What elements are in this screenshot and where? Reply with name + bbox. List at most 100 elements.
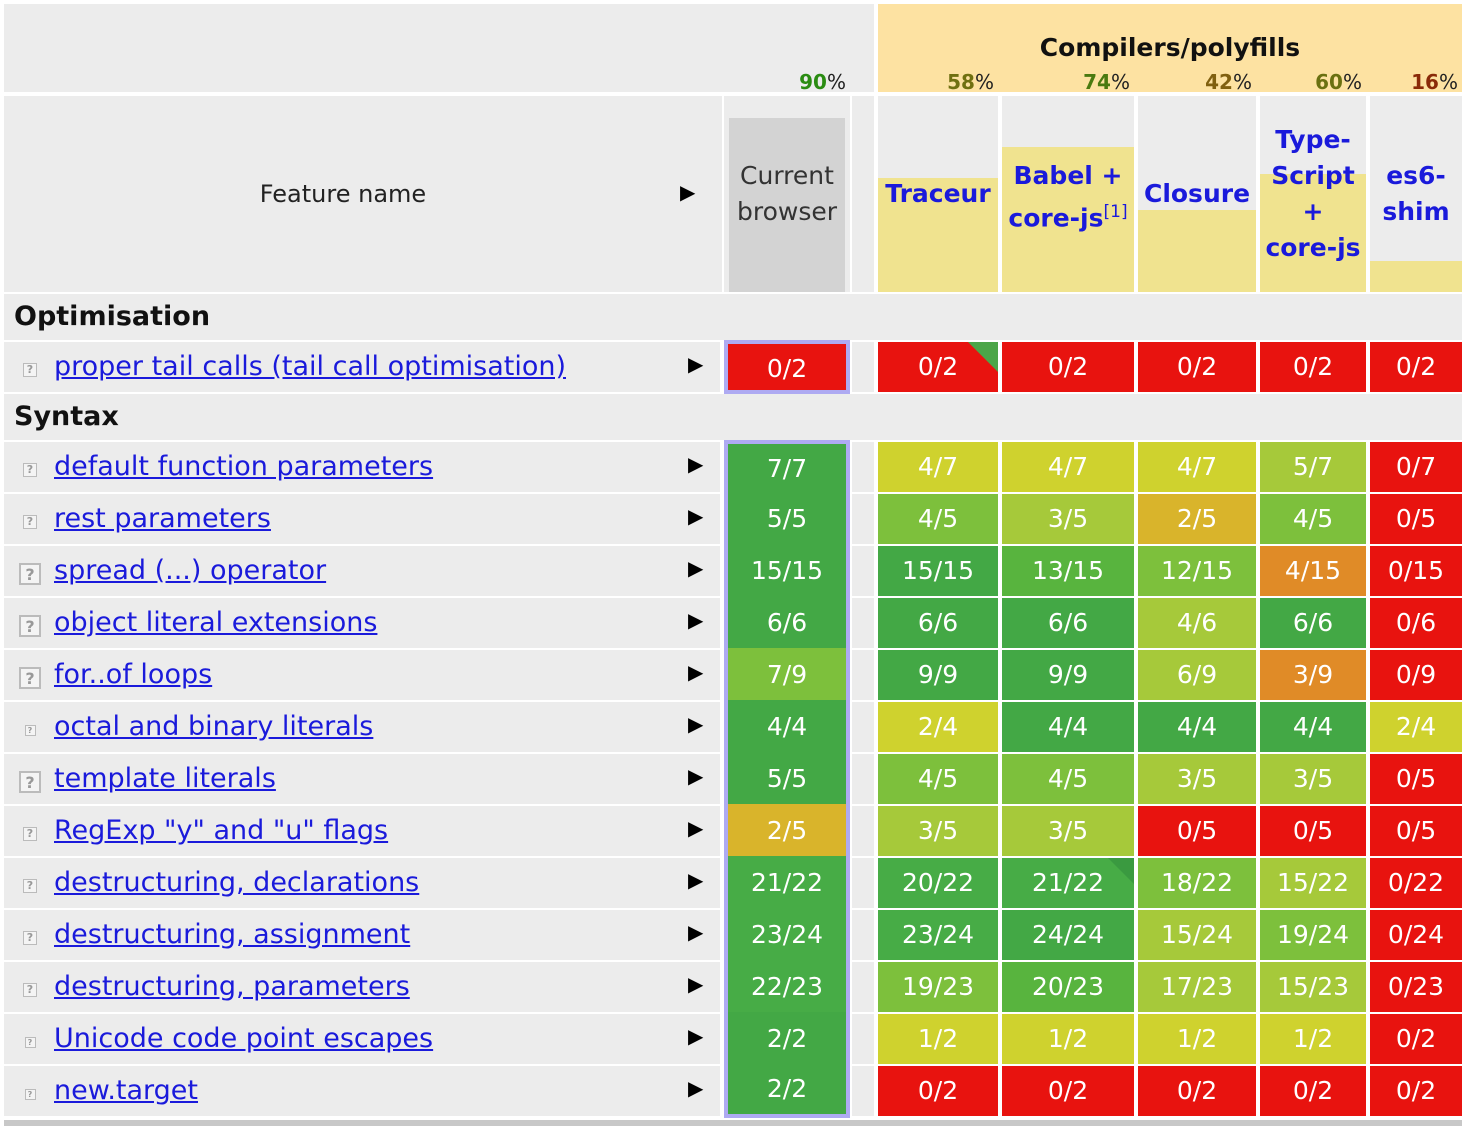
expand-row-arrow-icon[interactable]: ▶ <box>688 608 704 632</box>
closure-cell[interactable]: 6/9 <box>1138 650 1256 700</box>
babel-column-header[interactable]: Babel + core-js[1] <box>1002 96 1134 292</box>
traceur-cell[interactable]: 15/15 <box>878 546 998 596</box>
feature-link[interactable]: for..of loops <box>54 659 213 690</box>
babel-cell[interactable]: 4/5 <box>1002 754 1134 804</box>
expand-row-arrow-icon[interactable]: ▶ <box>688 504 704 528</box>
typescript-column-header[interactable]: Type- Script + core-js <box>1260 96 1366 292</box>
feature-link[interactable]: RegExp "y" and "u" flags <box>54 815 389 846</box>
traceur-cell[interactable]: 4/5 <box>878 494 998 544</box>
current-browser-cell[interactable]: 22/23 <box>724 960 850 1014</box>
table-row[interactable] <box>4 962 720 1012</box>
expand-row-arrow-icon[interactable]: ▶ <box>688 352 704 376</box>
es6shim-cell[interactable]: 0/15 <box>1370 546 1462 596</box>
current-browser-cell[interactable]: 7/7 <box>724 440 850 494</box>
traceur-cell[interactable]: 6/6 <box>878 598 998 648</box>
feature-link[interactable]: default function parameters <box>54 451 434 482</box>
typescript-cell[interactable]: 0/2 <box>1260 1066 1366 1116</box>
babel-name[interactable]: Babel + core-js[1] <box>1008 161 1128 233</box>
current-browser-cell[interactable]: 7/9 <box>724 648 850 702</box>
traceur-column-header[interactable]: Traceur <box>878 96 998 292</box>
help-icon[interactable]: ? <box>23 983 37 997</box>
closure-cell[interactable]: 0/2 <box>1138 1066 1256 1116</box>
es6shim-cell[interactable]: 0/24 <box>1370 910 1462 960</box>
traceur-cell[interactable]: 4/7 <box>878 442 998 492</box>
table-row[interactable] <box>4 650 720 700</box>
help-icon[interactable]: ? <box>24 1088 36 1100</box>
help-icon[interactable]: ? <box>23 463 37 477</box>
table-row[interactable] <box>4 806 720 856</box>
traceur-cell[interactable]: 0/2 <box>878 342 998 392</box>
feature-link[interactable]: new.target <box>54 1075 199 1106</box>
closure-cell[interactable]: 17/23 <box>1138 962 1256 1012</box>
table-row[interactable] <box>4 702 720 752</box>
table-row[interactable] <box>4 546 720 596</box>
typescript-cell[interactable]: 6/6 <box>1260 598 1366 648</box>
help-icon[interactable]: ? <box>19 615 41 637</box>
help-icon[interactable]: ? <box>24 724 36 736</box>
traceur-cell[interactable]: 19/23 <box>878 962 998 1012</box>
traceur-cell[interactable]: 2/4 <box>878 702 998 752</box>
current-browser-cell[interactable]: 0/2 <box>724 340 850 394</box>
table-row[interactable] <box>4 1066 720 1116</box>
typescript-cell[interactable]: 19/24 <box>1260 910 1366 960</box>
typescript-cell[interactable]: 15/22 <box>1260 858 1366 908</box>
expand-all-arrow-icon[interactable]: ▶ <box>680 180 696 204</box>
current-browser-cell[interactable]: 5/5 <box>724 752 850 806</box>
closure-cell[interactable]: 1/2 <box>1138 1014 1256 1064</box>
babel-cell[interactable]: 20/23 <box>1002 962 1134 1012</box>
es6shim-cell[interactable]: 2/4 <box>1370 702 1462 752</box>
help-icon[interactable]: ? <box>19 563 41 585</box>
es6shim-cell[interactable]: 0/5 <box>1370 806 1462 856</box>
expand-row-arrow-icon[interactable]: ▶ <box>688 452 704 476</box>
typescript-cell[interactable]: 1/2 <box>1260 1014 1366 1064</box>
expand-row-arrow-icon[interactable]: ▶ <box>688 1024 704 1048</box>
typescript-name[interactable]: Type- Script + core-js <box>1265 125 1361 262</box>
traceur-cell[interactable]: 0/2 <box>878 1066 998 1116</box>
typescript-cell[interactable]: 4/15 <box>1260 546 1366 596</box>
closure-name[interactable]: Closure <box>1143 179 1251 208</box>
traceur-cell[interactable]: 9/9 <box>878 650 998 700</box>
babel-cell[interactable]: 13/15 <box>1002 546 1134 596</box>
feature-link[interactable]: template literals <box>54 763 276 794</box>
traceur-cell[interactable]: 3/5 <box>878 806 998 856</box>
closure-cell[interactable]: 2/5 <box>1138 494 1256 544</box>
table-row[interactable] <box>4 342 720 392</box>
typescript-cell[interactable]: 15/23 <box>1260 962 1366 1012</box>
closure-cell[interactable]: 18/22 <box>1138 858 1256 908</box>
expand-row-arrow-icon[interactable]: ▶ <box>688 868 704 892</box>
table-row[interactable] <box>4 1014 720 1064</box>
table-row[interactable] <box>4 494 720 544</box>
traceur-name[interactable]: Traceur <box>885 179 991 208</box>
expand-row-arrow-icon[interactable]: ▶ <box>688 972 704 996</box>
help-icon[interactable]: ? <box>19 771 41 793</box>
es6shim-cell[interactable]: 0/5 <box>1370 494 1462 544</box>
feature-link[interactable]: object literal extensions <box>54 607 378 638</box>
feature-link[interactable]: destructuring, declarations <box>54 867 420 898</box>
current-browser-cell[interactable]: 21/22 <box>724 856 850 910</box>
traceur-cell[interactable]: 4/5 <box>878 754 998 804</box>
closure-cell[interactable]: 4/7 <box>1138 442 1256 492</box>
help-icon[interactable]: ? <box>23 827 37 841</box>
table-row[interactable] <box>4 910 720 960</box>
current-browser-cell[interactable]: 6/6 <box>724 596 850 650</box>
table-row[interactable] <box>4 598 720 648</box>
help-icon[interactable]: ? <box>23 879 37 893</box>
table-row[interactable] <box>4 858 720 908</box>
current-browser-cell[interactable]: 2/2 <box>724 1012 850 1066</box>
expand-row-arrow-icon[interactable]: ▶ <box>688 764 704 788</box>
current-browser-cell[interactable]: 2/2 <box>724 1064 850 1118</box>
feature-link[interactable]: octal and binary literals <box>54 711 374 742</box>
typescript-cell[interactable]: 0/2 <box>1260 342 1366 392</box>
feature-link[interactable]: spread (...) operator <box>54 555 327 586</box>
current-browser-cell[interactable]: 15/15 <box>724 544 850 598</box>
expand-row-arrow-icon[interactable]: ▶ <box>688 920 704 944</box>
es6shim-cell[interactable]: 0/6 <box>1370 598 1462 648</box>
closure-cell[interactable]: 0/5 <box>1138 806 1256 856</box>
table-row[interactable] <box>4 442 720 492</box>
typescript-cell[interactable]: 3/9 <box>1260 650 1366 700</box>
babel-cell[interactable]: 3/5 <box>1002 494 1134 544</box>
babel-cell[interactable]: 1/2 <box>1002 1014 1134 1064</box>
current-browser-cell[interactable]: 2/5 <box>724 804 850 858</box>
es6shim-cell[interactable]: 0/2 <box>1370 1066 1462 1116</box>
expand-row-arrow-icon[interactable]: ▶ <box>688 816 704 840</box>
